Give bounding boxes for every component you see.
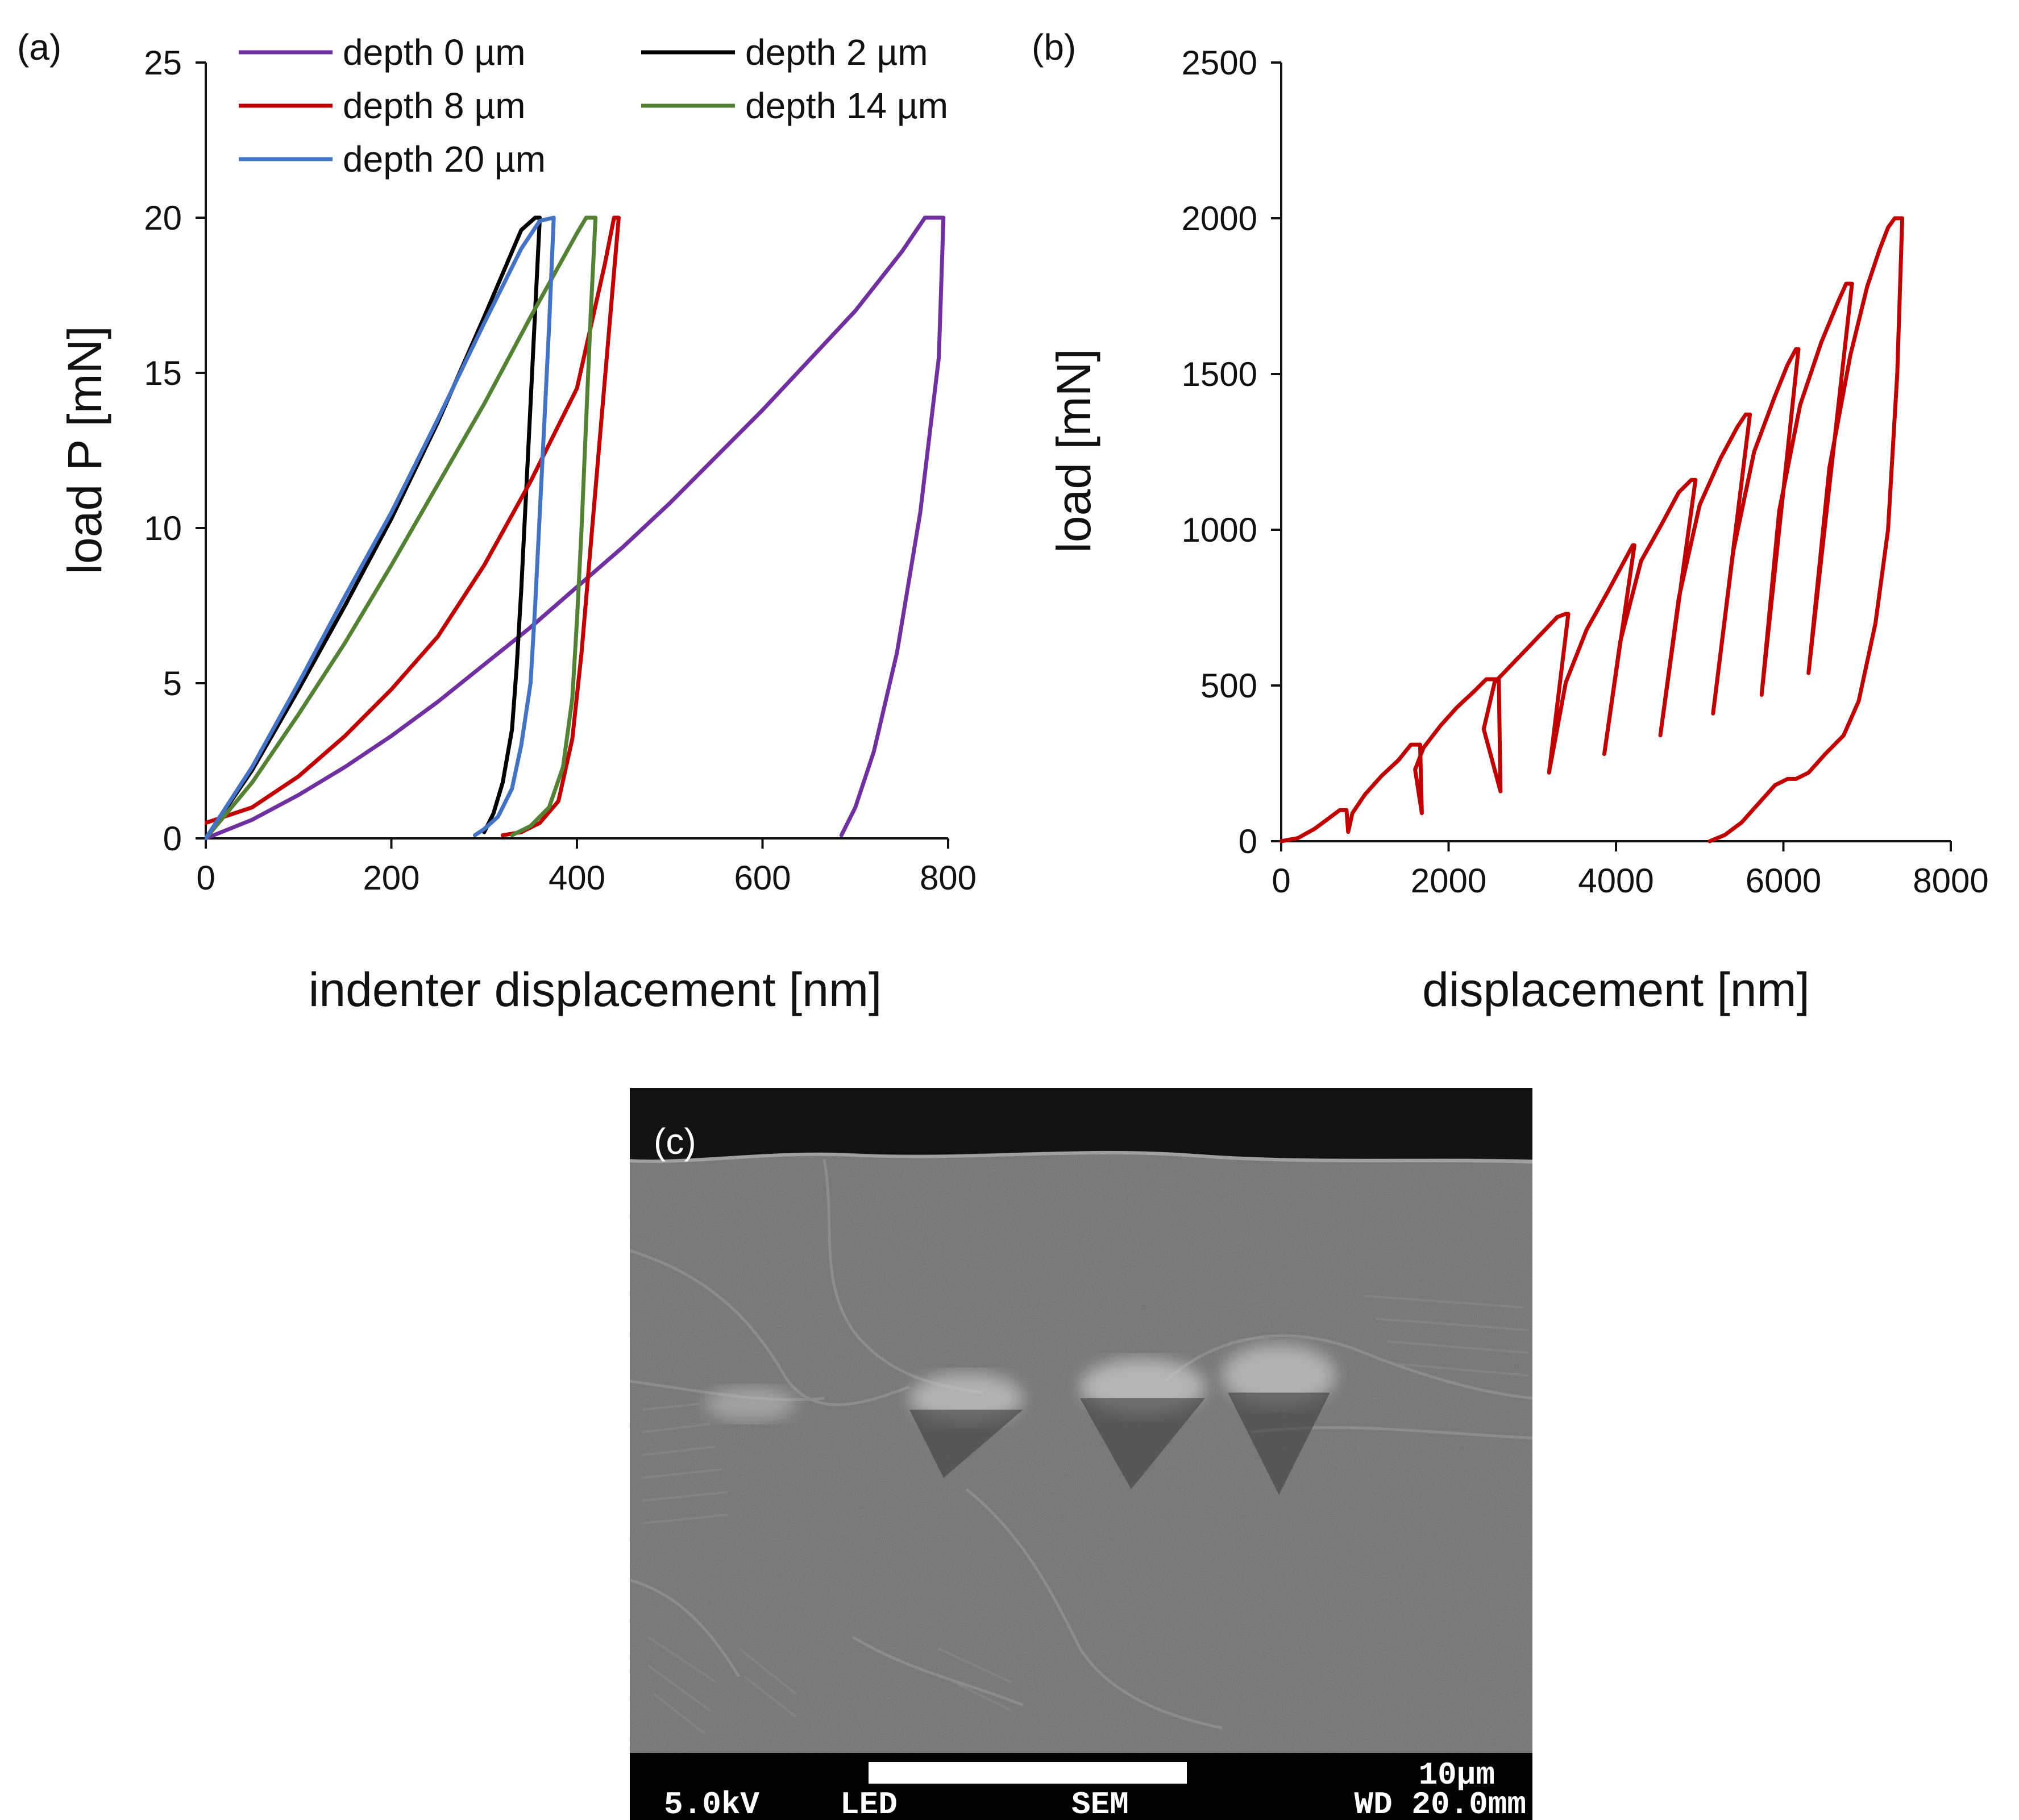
legend-item-depth-2: depth 2 µm (641, 32, 928, 73)
panel-b-label: (b) (1032, 27, 1076, 68)
legend-item-depth-20: depth 20 µm (239, 139, 546, 180)
panel-b-y-ticks: 0 500 1000 1500 2000 2500 (1182, 44, 1281, 861)
panel-a-x-tick-label: 600 (734, 859, 791, 897)
panel-b-y-tick-label: 500 (1200, 667, 1257, 705)
panel-a-x-ticks: 0 200 400 600 800 (196, 838, 977, 897)
panel-a-y-tick-label: 10 (144, 509, 182, 547)
panel-a-y-ticks: 0 5 10 15 20 25 (144, 44, 206, 858)
panel-a-y-axis-title: load P [mN] (58, 326, 111, 574)
panel-b-x-tick-label: 6000 (1746, 862, 1821, 900)
panel-b-x-tick-label: 2000 (1411, 862, 1486, 900)
legend-label-depth-8: depth 8 µm (343, 85, 526, 126)
sem-top-dark-region (630, 1088, 1532, 1160)
panel-a-label: (a) (17, 27, 61, 68)
panel-a-x-tick-label: 400 (549, 859, 605, 897)
panel-b-y-tick-label: 2500 (1182, 44, 1257, 82)
panel-a: (a) 0 5 10 15 20 25 0 200 400 600 800 indenter di… (17, 27, 977, 1016)
panel-b-x-axis-title: displacement [nm] (1422, 963, 1810, 1016)
panel-b-series (1279, 216, 1905, 843)
panel-a-series-depth-14-m (205, 215, 598, 841)
legend-label-depth-20: depth 20 µm (343, 139, 546, 180)
legend-label-depth-0: depth 0 µm (343, 32, 526, 73)
panel-a-x-axis-title: indenter displacement [nm] (309, 963, 882, 1016)
panel-c-sem-image: 10µm 5.0kV LED SEM WD 20.0mm (c) (630, 1088, 1532, 1820)
panel-b-y-tick-label: 2000 (1182, 200, 1257, 238)
panel-a-series-depth-0-m (205, 215, 946, 841)
panel-b-series-1 (1279, 216, 1905, 843)
panel-a-series-depth-8-m (205, 215, 621, 837)
panel-a-x-tick-label: 200 (363, 859, 419, 897)
sem-mode: SEM (1071, 1786, 1129, 1820)
panel-b: (b) 0 500 1000 1500 2000 2500 0 2000 4000 6000 80… (1032, 27, 1989, 1016)
panel-a-x-tick-label: 0 (196, 859, 215, 897)
panel-b-y-tick-label: 1000 (1182, 511, 1257, 549)
legend-item-depth-14: depth 14 µm (641, 85, 948, 126)
sem-working-distance: WD 20.0mm (1355, 1786, 1526, 1820)
panel-a-series-depth-20-m (205, 215, 556, 841)
legend-label-depth-14: depth 14 µm (745, 85, 948, 126)
panel-b-y-tick-label: 1500 (1182, 355, 1257, 393)
panel-b-x-ticks: 0 2000 4000 6000 8000 (1272, 841, 1989, 900)
legend: depth 0 µm depth 2 µm depth 8 µm depth 1… (239, 32, 948, 180)
sem-scale-bar (869, 1762, 1187, 1784)
panel-b-x-tick-label: 8000 (1913, 862, 1988, 900)
panel-a-y-tick-label: 5 (163, 664, 182, 703)
panel-b-y-tick-label: 0 (1239, 822, 1257, 861)
sem-surface (630, 1088, 1532, 1753)
sem-detector: LED (840, 1786, 898, 1820)
panel-a-y-tick-label: 15 (144, 354, 182, 392)
panel-a-series (205, 215, 946, 841)
sem-voltage: 5.0kV (664, 1786, 759, 1820)
panel-a-y-tick-label: 0 (163, 820, 182, 858)
panel-b-y-axis-title: load [mN] (1047, 348, 1100, 552)
sem-edge-highlight (630, 1150, 1532, 1164)
panel-c-label: (c) (654, 1121, 696, 1162)
panel-b-x-tick-label: 0 (1272, 862, 1290, 900)
panel-a-y-tick-label: 25 (144, 44, 182, 82)
sem-indents (705, 1344, 1336, 1495)
legend-label-depth-2: depth 2 µm (745, 32, 928, 73)
legend-item-depth-0: depth 0 µm (239, 32, 526, 73)
panel-a-series-depth-2-m (205, 215, 542, 841)
panel-b-x-tick-label: 4000 (1578, 862, 1654, 900)
panel-a-y-tick-label: 20 (144, 199, 182, 237)
panel-a-x-tick-label: 800 (920, 859, 977, 897)
legend-item-depth-8: depth 8 µm (239, 85, 526, 126)
sem-scale-label: 10µm (1419, 1757, 1495, 1793)
